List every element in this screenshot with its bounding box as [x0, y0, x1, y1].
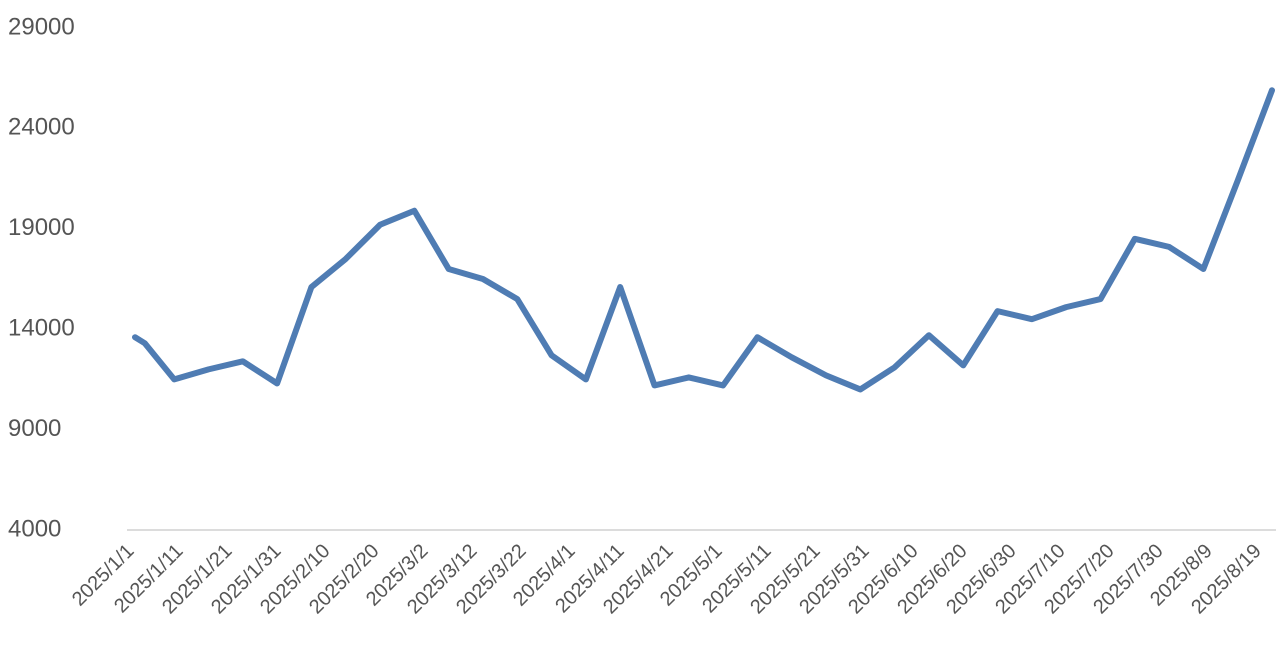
y-tick-label: 24000 [8, 114, 75, 141]
y-tick-label: 9000 [8, 415, 61, 442]
line-series [132, 87, 1275, 393]
y-tick-label: 4000 [8, 515, 61, 542]
y-tick-label: 19000 [8, 214, 75, 241]
y-tick-label: 29000 [8, 13, 75, 40]
y-tick-label: 14000 [8, 315, 75, 342]
